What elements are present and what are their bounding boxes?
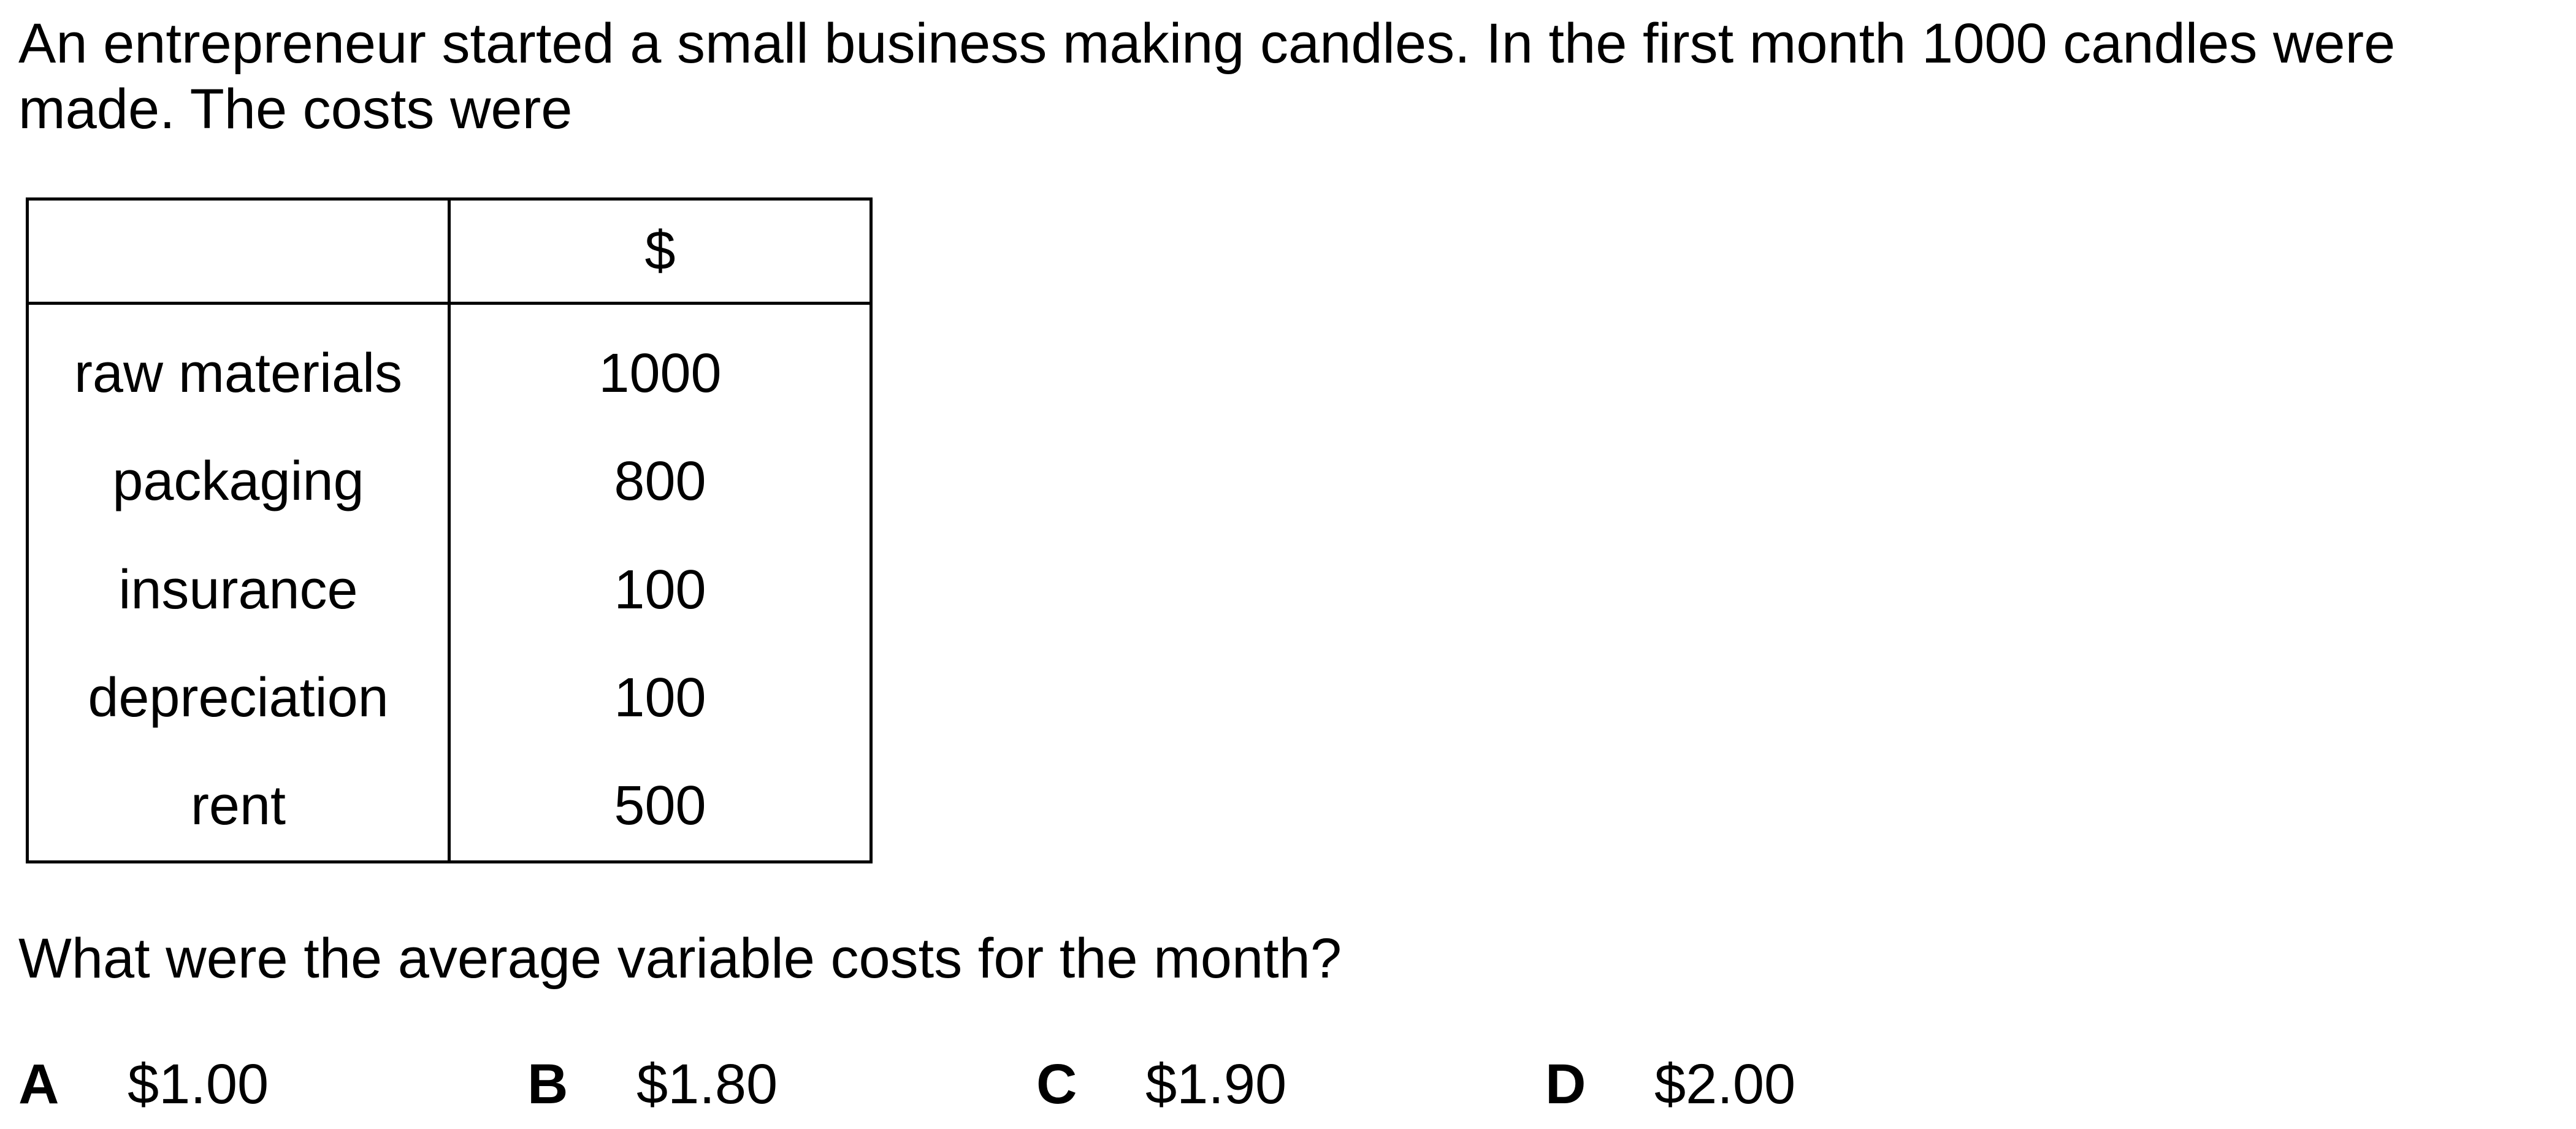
table-row: depreciation 100 [26, 644, 873, 752]
cost-item: rent [26, 752, 451, 862]
option-b[interactable]: B $1.80 [527, 1052, 778, 1117]
cost-item: packaging [26, 427, 451, 536]
option-letter: A [18, 1053, 59, 1116]
table-header-currency: $ [448, 199, 873, 305]
option-c[interactable]: C $1.90 [1036, 1052, 1286, 1117]
option-text: $1.80 [636, 1053, 778, 1116]
option-text: $1.90 [1145, 1053, 1287, 1116]
cost-value: 500 [448, 752, 873, 862]
question-intro: An entrepreneur started a small business… [18, 11, 2532, 142]
cost-item: raw materials [26, 303, 451, 428]
cost-item: insurance [26, 535, 451, 645]
question-text: What were the average variable costs for… [18, 927, 1342, 990]
cost-item: depreciation [26, 644, 451, 752]
table-row: raw materials 1000 [26, 303, 873, 428]
table-row: rent 500 [26, 752, 873, 862]
table-header-item [26, 199, 451, 305]
intro-line-1: An entrepreneur started a small business… [18, 12, 2396, 75]
cost-value: 1000 [448, 303, 873, 428]
option-text: $1.00 [128, 1053, 269, 1116]
option-a[interactable]: A $1.00 [18, 1052, 269, 1117]
option-letter: B [527, 1053, 568, 1116]
option-letter: D [1545, 1053, 1586, 1116]
intro-line-2: made. The costs were [18, 78, 573, 140]
option-text: $2.00 [1654, 1053, 1796, 1116]
answer-options: A $1.00 B $1.80 C $1.90 D $2.00 [18, 1052, 2532, 1117]
table-row: insurance 100 [26, 535, 873, 645]
cost-value: 800 [448, 427, 873, 536]
cost-value: 100 [448, 644, 873, 752]
option-letter: C [1036, 1053, 1077, 1116]
table-row: packaging 800 [26, 427, 873, 536]
cost-table: $ raw materials 1000 packaging 800 insur… [26, 197, 873, 863]
cost-value: 100 [448, 535, 873, 645]
option-d[interactable]: D $2.00 [1545, 1052, 1795, 1117]
table-header-row: $ [26, 199, 873, 305]
